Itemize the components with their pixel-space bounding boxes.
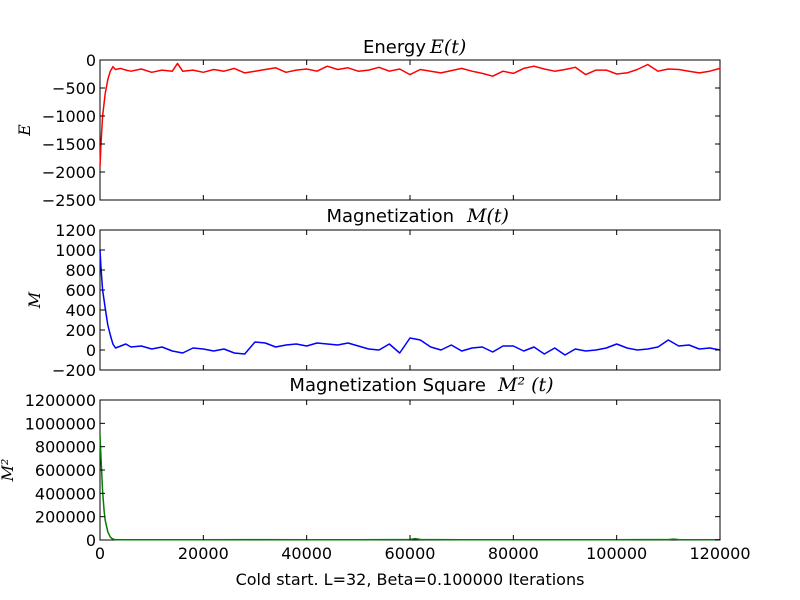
energy-axes (99, 59, 721, 201)
magnetization-square-series (99, 434, 721, 541)
magnetization-square-xtick-label: 20000 (178, 544, 229, 563)
magnetization-title-math: M(t) (466, 205, 509, 227)
magnetization-title: Magnetization (327, 206, 455, 227)
magnetization-square-ytick-label: 400000 (35, 484, 96, 503)
energy-title: Energy (363, 37, 426, 58)
magnetization-square-ytick-label: 1200000 (25, 391, 96, 410)
energy-ytick-label: 0 (86, 51, 96, 70)
magnetization-series-line-0 (99, 249, 721, 356)
magnetization-axes (99, 229, 721, 371)
magnetization-ytick-label: 200 (65, 321, 96, 340)
magnetization-square-xtick-label: 100000 (586, 544, 647, 563)
magnetization-square-xtick-label: 0 (95, 544, 105, 563)
magnetization-ytick-label: 0 (86, 341, 96, 360)
magnetization-square-series-line-0 (99, 434, 721, 541)
energy-ticks: 0 −500 −1000 −1500 −2000 −2500 (42, 51, 721, 210)
energy-ytick-label: −2500 (42, 191, 96, 210)
x-axis-label: Cold start. L=32, Beta=0.100000 Iteratio… (236, 570, 585, 589)
magnetization-square-ylabel: M² (0, 459, 17, 483)
energy-ytick-label: −1000 (42, 107, 96, 126)
magnetization-square-axes (99, 399, 721, 541)
magnetization-square-ytick-label: 800000 (35, 438, 96, 457)
magnetization-square-title-math: M² (t) (497, 374, 554, 396)
energy-series (99, 62, 721, 168)
magnetization-square-ticks: 1200000 1000000 800000 600000 400000 200000 00… (25, 391, 751, 563)
magnetization-square-xtick-label: 60000 (385, 544, 436, 563)
energy-ytick-label: −1500 (42, 135, 96, 154)
magnetization-square-ytick-label: 1000000 (25, 414, 96, 433)
energy-ylabel: E (15, 124, 34, 137)
magnetization-ytick-label: 400 (65, 301, 96, 320)
magnetization-ytick-label: 600 (65, 281, 96, 300)
energy-panel: 0 −500 −1000 −1500 −2000 −2500 Energy E(t) E (15, 36, 721, 210)
magnetization-ytick-label: −200 (52, 361, 96, 380)
energy-title-math: E(t) (429, 36, 466, 58)
magnetization-square-xtick-label: 120000 (689, 544, 750, 563)
energy-ytick-label: −500 (52, 79, 96, 98)
magnetization-square-title: Magnetization Square (289, 375, 486, 396)
magnetization-ytick-label: 1200 (55, 221, 96, 240)
magnetization-square-ytick-label: 0 (86, 531, 96, 550)
magnetization-square-ytick-label: 600000 (35, 461, 96, 480)
magnetization-square-panel: 1200000 1000000 800000 600000 400000 200000 00… (0, 374, 751, 589)
magnetization-ytick-label: 1000 (55, 241, 96, 260)
magnetization-square-xtick-label: 40000 (281, 544, 332, 563)
magnetization-ytick-label: 800 (65, 261, 96, 280)
energy-series-line-0 (99, 62, 721, 168)
magnetization-square-ytick-label: 200000 (35, 508, 96, 527)
magnetization-ylabel: M (25, 291, 44, 309)
magnetization-square-xtick-label: 80000 (488, 544, 539, 563)
magnetization-series (99, 249, 721, 356)
energy-ytick-label: −2000 (42, 163, 96, 182)
